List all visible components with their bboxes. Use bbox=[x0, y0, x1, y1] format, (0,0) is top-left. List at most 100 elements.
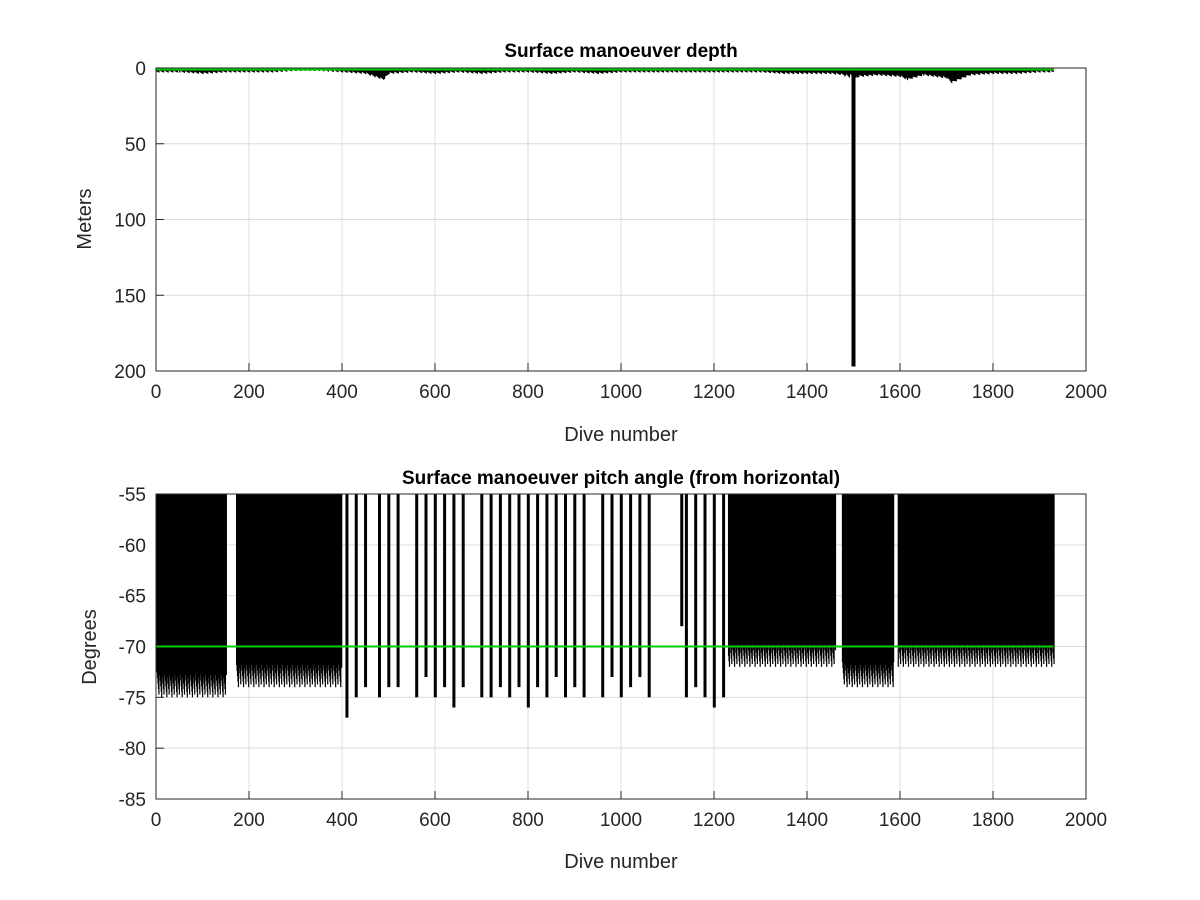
depth-bar bbox=[871, 68, 873, 76]
pitch-spike-bar bbox=[378, 494, 381, 698]
pitch-spike-bar bbox=[461, 494, 465, 688]
depth-bar bbox=[537, 68, 539, 74]
depth-bar bbox=[1014, 68, 1016, 74]
depth-bar bbox=[435, 68, 437, 75]
depth-x-axis-label: Dive number bbox=[564, 424, 678, 446]
pitch-spike-bar bbox=[684, 494, 688, 698]
depth-bar bbox=[895, 68, 897, 77]
depth-bar bbox=[977, 68, 979, 75]
x-tick-label: 1600 bbox=[879, 382, 921, 403]
depth-bar bbox=[839, 68, 841, 76]
depth-bar bbox=[866, 68, 868, 76]
depth-bar bbox=[793, 68, 795, 75]
depth-bar bbox=[809, 68, 811, 74]
depth-bar bbox=[914, 68, 916, 78]
x-tick-label: 400 bbox=[326, 810, 358, 831]
depth-bar bbox=[802, 68, 804, 75]
depth-bar bbox=[898, 68, 900, 77]
depth-bar bbox=[926, 68, 928, 76]
depth-bar bbox=[783, 68, 785, 75]
depth-bar bbox=[368, 68, 371, 75]
depth-bar bbox=[1024, 68, 1026, 74]
depth-bar bbox=[430, 68, 432, 74]
depth-bar bbox=[929, 68, 931, 76]
depth-bar bbox=[934, 68, 936, 76]
depth-bar bbox=[1009, 68, 1011, 74]
depth-bar bbox=[372, 68, 374, 76]
depth-bar bbox=[925, 68, 927, 75]
depth-bar bbox=[867, 68, 869, 77]
depth-bar bbox=[439, 68, 441, 74]
depth-bar bbox=[949, 68, 951, 81]
depth-bar bbox=[953, 68, 956, 82]
depth-bar bbox=[481, 68, 483, 75]
depth-bar bbox=[1025, 68, 1027, 74]
depth-bar bbox=[820, 68, 822, 74]
x-tick-label: 800 bbox=[512, 382, 544, 403]
pitch-spike-bar bbox=[424, 494, 428, 677]
depth-bar bbox=[889, 68, 891, 76]
pitch-spike-bar bbox=[573, 494, 577, 688]
depth-bar bbox=[981, 68, 984, 74]
pitch-spike-bar bbox=[619, 494, 623, 698]
depth-bar bbox=[899, 68, 901, 77]
depth-bar bbox=[351, 68, 353, 74]
depth-bar bbox=[897, 68, 899, 76]
depth-bar bbox=[987, 68, 989, 74]
x-tick-label: 1200 bbox=[693, 810, 735, 831]
depth-bar bbox=[373, 68, 375, 77]
depth-spike-bar bbox=[851, 68, 856, 367]
depth-bar bbox=[551, 68, 553, 75]
depth-bar bbox=[845, 68, 847, 76]
depth-bar bbox=[833, 68, 835, 74]
depth-bar bbox=[950, 68, 952, 82]
x-tick-label: 1400 bbox=[786, 382, 828, 403]
x-tick-label: 1200 bbox=[693, 382, 735, 403]
depth-bar bbox=[560, 68, 562, 74]
depth-bar bbox=[857, 68, 859, 78]
depth-bar bbox=[955, 68, 957, 82]
depth-bar bbox=[974, 68, 976, 76]
depth-bar bbox=[947, 68, 949, 78]
depth-bar bbox=[1015, 68, 1017, 74]
depth-bar bbox=[550, 68, 552, 74]
depth-bar bbox=[966, 68, 968, 76]
depth-bar bbox=[849, 68, 851, 75]
depth-bar bbox=[820, 68, 823, 75]
depth-bar bbox=[906, 68, 909, 81]
pitch-spike-bar bbox=[415, 494, 419, 698]
depth-bar bbox=[374, 68, 376, 78]
x-tick-label: 2000 bbox=[1065, 382, 1107, 403]
depth-bar bbox=[588, 68, 590, 74]
depth-bar bbox=[444, 68, 446, 74]
depth-bar bbox=[377, 68, 379, 78]
depth-bar bbox=[903, 68, 905, 79]
pitch-spike-bar bbox=[601, 494, 605, 698]
depth-bar bbox=[443, 68, 445, 74]
depth-bar bbox=[997, 68, 999, 75]
depth-bar bbox=[900, 68, 903, 76]
depth-bar bbox=[383, 68, 386, 80]
depth-bar bbox=[791, 68, 793, 74]
depth-bar bbox=[846, 68, 849, 76]
depth-bar bbox=[819, 68, 821, 74]
depth-bar bbox=[378, 68, 380, 79]
depth-bar bbox=[886, 68, 888, 77]
depth-bar bbox=[816, 68, 818, 75]
depth-bar bbox=[873, 68, 876, 75]
depth-bar bbox=[963, 68, 965, 78]
depth-bar bbox=[884, 68, 886, 76]
depth-bar bbox=[364, 68, 366, 74]
x-tick-label: 1800 bbox=[972, 810, 1014, 831]
depth-bar bbox=[891, 68, 893, 75]
depth-bar bbox=[873, 68, 875, 75]
depth-bar bbox=[904, 68, 906, 80]
depth-bar bbox=[844, 68, 846, 77]
depth-bar bbox=[995, 68, 997, 74]
depth-bar bbox=[890, 68, 892, 77]
x-tick-label: 600 bbox=[419, 810, 451, 831]
depth-bar bbox=[843, 68, 845, 76]
depth-bar bbox=[940, 68, 943, 78]
depth-bar bbox=[1016, 68, 1018, 75]
